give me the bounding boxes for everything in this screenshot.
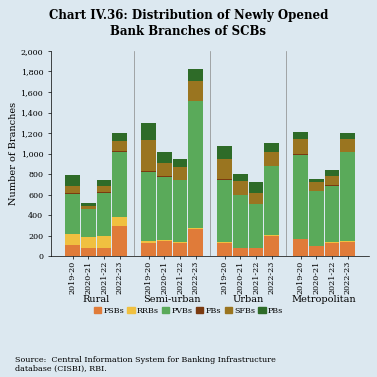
Bar	[325, 185, 339, 186]
Bar	[309, 191, 323, 245]
Bar	[141, 123, 156, 140]
Bar	[309, 182, 323, 191]
Bar	[325, 186, 339, 242]
Text: Urban: Urban	[233, 296, 264, 304]
Bar	[188, 101, 203, 228]
Bar	[141, 241, 156, 243]
Bar	[293, 239, 308, 256]
Bar	[218, 179, 232, 180]
Bar	[157, 177, 172, 240]
Bar	[157, 241, 172, 256]
Bar	[173, 159, 187, 167]
Bar	[81, 248, 95, 256]
Bar	[309, 245, 323, 246]
Bar	[173, 167, 187, 180]
Bar	[218, 159, 232, 179]
Y-axis label: Number of Branches: Number of Branches	[9, 102, 18, 205]
Bar	[233, 174, 248, 181]
Bar	[188, 69, 203, 81]
Bar	[112, 217, 127, 225]
Bar	[112, 152, 127, 217]
Bar	[157, 240, 172, 241]
Bar	[249, 248, 263, 256]
Bar	[173, 243, 187, 256]
Bar	[293, 154, 308, 155]
Bar	[340, 242, 355, 256]
Bar	[173, 180, 187, 242]
Text: Rural: Rural	[83, 296, 110, 304]
Bar	[141, 243, 156, 256]
Bar	[81, 237, 95, 248]
Bar	[325, 176, 339, 185]
Bar	[65, 186, 80, 193]
Bar	[233, 195, 248, 248]
Bar	[97, 186, 111, 192]
Bar	[65, 234, 80, 245]
Bar	[293, 132, 308, 139]
Bar	[265, 143, 279, 152]
Bar	[157, 176, 172, 177]
Bar	[293, 155, 308, 239]
Bar	[309, 246, 323, 256]
Bar	[65, 175, 80, 186]
Bar	[81, 209, 95, 237]
Bar	[97, 192, 111, 193]
Bar	[112, 225, 127, 256]
Bar	[249, 193, 263, 204]
Bar	[188, 228, 203, 256]
Bar	[157, 152, 172, 163]
Bar	[97, 180, 111, 186]
Bar	[65, 194, 80, 234]
Bar	[65, 245, 80, 256]
Bar	[112, 151, 127, 152]
Text: Semi-urban: Semi-urban	[143, 296, 201, 304]
Bar	[173, 242, 187, 243]
Bar	[157, 163, 172, 176]
Bar	[81, 203, 95, 206]
Bar	[81, 206, 95, 208]
Bar	[97, 248, 111, 256]
Bar	[340, 152, 355, 241]
Text: Metropolitan: Metropolitan	[292, 296, 357, 304]
Bar	[325, 243, 339, 256]
Bar	[141, 172, 156, 241]
Bar	[65, 193, 80, 194]
Bar	[233, 181, 248, 195]
Bar	[265, 167, 279, 235]
Bar	[81, 208, 95, 209]
Bar	[340, 241, 355, 242]
Bar	[141, 171, 156, 172]
Bar	[265, 152, 279, 166]
Bar	[218, 180, 232, 242]
Bar	[218, 242, 232, 243]
Bar	[112, 133, 127, 141]
Bar	[309, 179, 323, 182]
Bar	[340, 139, 355, 152]
Text: Chart IV.36: Distribution of Newly Opened
Bank Branches of SCBs: Chart IV.36: Distribution of Newly Opene…	[49, 9, 328, 38]
Bar	[233, 248, 248, 256]
Bar	[112, 141, 127, 151]
Bar	[265, 236, 279, 256]
Bar	[218, 243, 232, 256]
Bar	[325, 170, 339, 176]
Bar	[325, 242, 339, 243]
Bar	[293, 139, 308, 154]
Bar	[97, 236, 111, 248]
Bar	[265, 235, 279, 236]
Bar	[141, 140, 156, 171]
Bar	[218, 146, 232, 159]
Text: Source:  Central Information System for Banking Infrastructure
database (CISBI),: Source: Central Information System for B…	[15, 356, 276, 373]
Bar	[265, 166, 279, 167]
Bar	[188, 81, 203, 101]
Bar	[340, 133, 355, 139]
Bar	[249, 182, 263, 193]
Bar	[249, 204, 263, 248]
Legend: PSBs, RRBs, PVBs, FBs, SFBs, PBs: PSBs, RRBs, PVBs, FBs, SFBs, PBs	[90, 304, 287, 318]
Bar	[97, 193, 111, 236]
